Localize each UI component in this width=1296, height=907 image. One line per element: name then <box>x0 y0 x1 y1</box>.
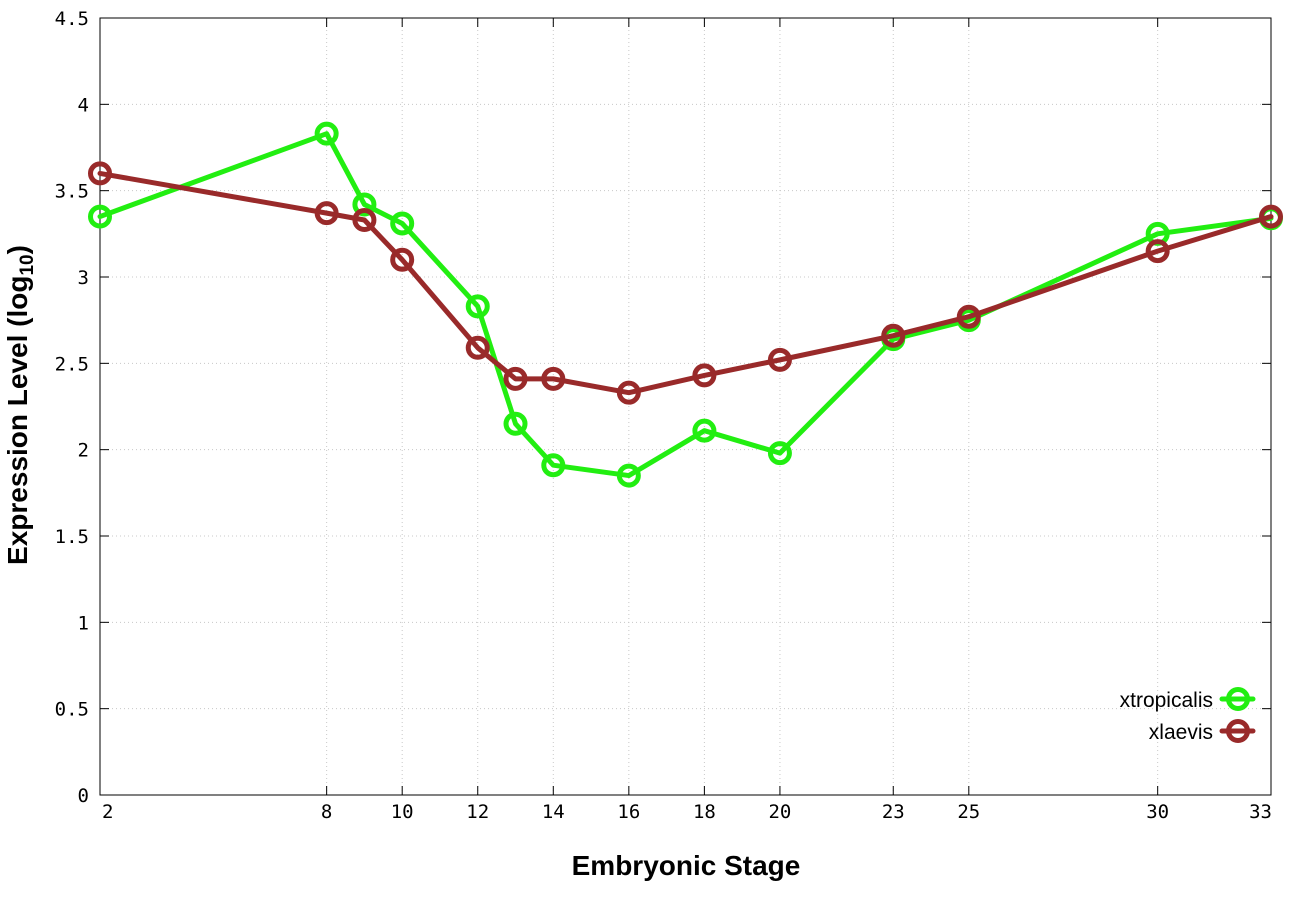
data-point-xlaevis <box>1145 239 1170 264</box>
data-point-xtropicalis <box>314 121 339 146</box>
y-axis-title-main: Expression Level (log <box>2 276 33 565</box>
data-point-xtropicalis <box>616 463 641 488</box>
data-point-xlaevis <box>503 366 528 391</box>
data-point-xlaevis <box>881 323 906 348</box>
data-point-xlaevis <box>88 161 112 186</box>
x-tick-label: 25 <box>957 801 980 823</box>
x-tick-label: 33 <box>1249 801 1272 823</box>
data-point-xlaevis <box>465 335 490 360</box>
x-tick-label: 2 <box>102 801 113 823</box>
y-tick-label: 1 <box>78 612 89 634</box>
y-tick-label: 4 <box>78 94 89 116</box>
y-tick-label: 4.5 <box>55 8 89 30</box>
series-xtropicalis <box>88 121 1283 488</box>
data-point-xtropicalis <box>88 204 112 229</box>
data-point-xlaevis <box>390 247 415 272</box>
x-tick-label: 16 <box>617 801 640 823</box>
y-tick-label: 2 <box>78 440 89 462</box>
data-point-xtropicalis <box>465 294 490 319</box>
data-point-xtropicalis <box>352 192 377 217</box>
x-tick-label: 10 <box>391 801 414 823</box>
series-group <box>88 121 1283 488</box>
x-tick-label: 30 <box>1146 801 1169 823</box>
x-tick-label: 8 <box>321 801 332 823</box>
y-axis-title-subscript: 10 <box>17 254 38 275</box>
x-tick-label: 23 <box>882 801 905 823</box>
grid <box>100 18 1271 795</box>
x-tick-label: 20 <box>768 801 791 823</box>
x-tick-label: 12 <box>466 801 489 823</box>
series-xlaevis <box>88 161 1283 405</box>
y-tick-label: 1.5 <box>55 526 89 548</box>
y-tick-label: 2.5 <box>55 353 89 375</box>
data-point-xlaevis <box>616 380 641 405</box>
y-tick-label: 0 <box>78 785 89 807</box>
legend-swatch-marker <box>1226 687 1250 711</box>
data-point-xtropicalis <box>692 418 717 443</box>
axis-ticks: 0 0.5 1 1.5 2 2.5 3 3.5 4 4.5 2 8 10 12 14 16 18 20 23 25 30… <box>55 8 1272 823</box>
series-line-xlaevis <box>97 170 1274 396</box>
x-tick-label: 14 <box>542 801 565 823</box>
plot-frame <box>99 17 1272 796</box>
data-point-xtropicalis <box>767 441 792 466</box>
data-point-xlaevis <box>767 347 792 372</box>
x-axis-title: Embryonic Stage <box>572 850 801 881</box>
legend-label-xtropicalis: xtropicalis <box>1120 689 1213 712</box>
data-point-xtropicalis <box>541 453 566 478</box>
legend-label-xlaevis: xlaevis <box>1149 721 1213 744</box>
data-point-xtropicalis <box>390 211 415 236</box>
legend: xtropicalis xlaevis <box>1120 687 1256 744</box>
legend-swatch-marker <box>1226 719 1250 743</box>
x-tick-label: 18 <box>693 801 716 823</box>
data-point-xlaevis <box>541 366 566 391</box>
data-point-xtropicalis <box>503 411 528 436</box>
data-point-xlaevis <box>956 304 981 329</box>
y-tick-label: 3 <box>78 267 89 289</box>
y-tick-label: 3.5 <box>55 181 89 203</box>
y-axis-title: Expression Level (log10) <box>2 245 38 565</box>
y-tick-label: 0.5 <box>55 699 89 721</box>
data-point-xlaevis <box>352 208 377 233</box>
y-axis-title-close: ) <box>2 245 33 254</box>
data-point-xlaevis <box>314 201 339 226</box>
data-point-xlaevis <box>1259 204 1283 229</box>
series-line-xtropicalis <box>97 131 1274 479</box>
data-point-xlaevis <box>692 363 717 388</box>
